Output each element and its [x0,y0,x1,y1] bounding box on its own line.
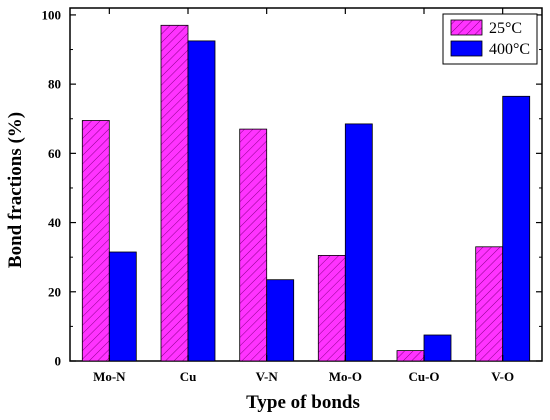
bars-group [81,24,531,362]
axes-group: 0 20 40 60 80 100 Mo-N Cu V-N Mo-O Cu-O V-O [42,7,542,384]
bar-series2-mo-n [108,251,137,362]
legend-label-2: 400°C [489,41,530,58]
bar-series1-v-n [239,128,268,362]
bar-series1-cu [160,24,189,362]
legend-swatch-2 [450,40,483,57]
bar-series2-cu-o [423,334,452,362]
bar-series2-v-n [266,279,295,362]
x-tick-label: Cu-O [408,369,439,384]
x-tick-label: Cu [180,369,197,384]
x-tick-label: V-N [256,369,279,384]
bar-series2-mo-o [344,123,373,362]
y-tick-label: 0 [55,354,62,369]
plot-area [69,7,543,362]
y-tick-label: 40 [48,215,61,230]
y-tick-label: 100 [42,7,62,22]
y-tick-label: 20 [48,284,61,299]
x-axis-title: Type of bonds [246,392,360,413]
x-tick-label: V-O [491,369,514,384]
bar-series1-mo-n [81,120,110,362]
bar-series1-v-o [475,246,504,362]
plot-frame [69,7,543,362]
y-tick-label: 60 [48,146,61,161]
y-tick-label: 80 [48,77,61,92]
x-tick-label: Mo-O [329,369,362,384]
bar-series2-cu [187,40,216,362]
legend-label-1: 25°C [489,20,522,37]
x-tick-label: Mo-N [93,369,126,384]
legend: 25°C 400°C [442,13,538,65]
bar-series1-cu-o [396,350,425,362]
legend-swatch-1 [450,19,483,36]
bar-series1-mo-o [317,254,346,362]
bar-series2-v-o [502,95,531,362]
y-axis-title: Bond fractions (%) [5,112,26,268]
